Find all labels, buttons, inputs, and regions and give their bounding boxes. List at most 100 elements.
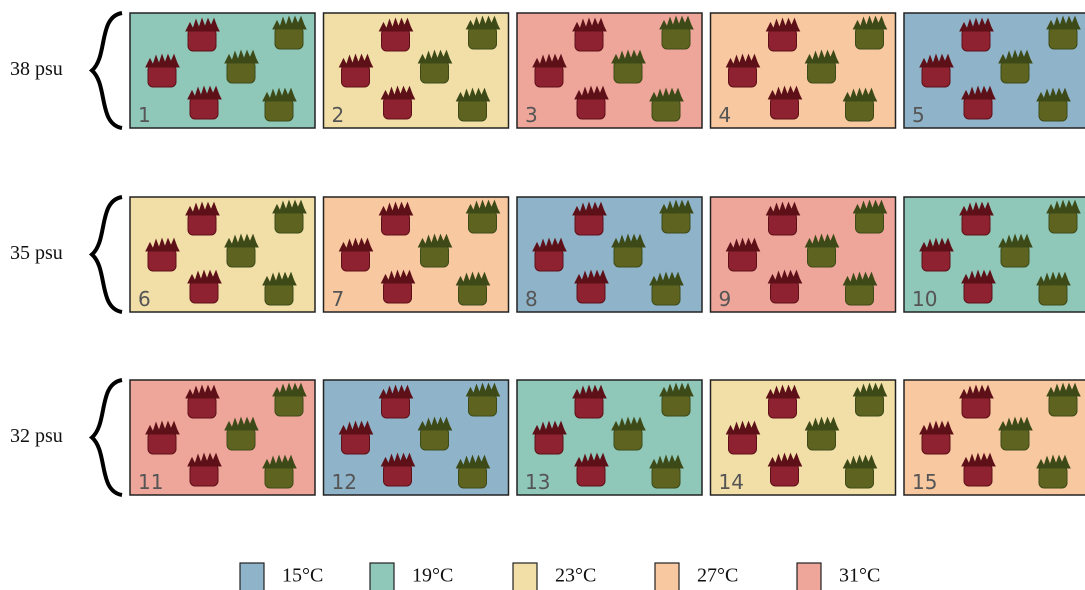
anemone-body bbox=[421, 61, 449, 83]
anemone-body bbox=[856, 27, 884, 49]
anemone-body bbox=[1001, 428, 1029, 450]
anemone-body bbox=[964, 464, 992, 486]
anemone-body bbox=[729, 65, 757, 87]
diagram: 38 psu1234535 psu67891032 psu11121314151… bbox=[0, 0, 1085, 590]
anemone-body bbox=[535, 432, 563, 454]
anemone-body bbox=[190, 97, 218, 119]
anemone-body bbox=[1039, 99, 1067, 121]
tank-number: 7 bbox=[332, 287, 345, 311]
anemone-body bbox=[769, 213, 797, 235]
anemone-body bbox=[1049, 211, 1077, 233]
anemone-body bbox=[1039, 466, 1067, 488]
anemone-body bbox=[459, 99, 487, 121]
anemone-body bbox=[575, 396, 603, 418]
tank-number: 14 bbox=[719, 470, 744, 494]
legend-label: 31°C bbox=[839, 565, 880, 587]
tank-number: 9 bbox=[719, 287, 732, 311]
anemone-body bbox=[729, 432, 757, 454]
anemone-body bbox=[342, 432, 370, 454]
anemone-body bbox=[382, 213, 410, 235]
anemone-body bbox=[469, 211, 497, 233]
anemone-body bbox=[265, 283, 293, 305]
tank-number: 4 bbox=[719, 103, 732, 127]
anemone-body bbox=[384, 464, 412, 486]
tank: 7 bbox=[324, 197, 509, 312]
anemone-body bbox=[469, 27, 497, 49]
anemone-body bbox=[575, 29, 603, 51]
anemone-body bbox=[856, 211, 884, 233]
anemone-body bbox=[846, 283, 874, 305]
anemone-body bbox=[577, 97, 605, 119]
anemone-body bbox=[577, 464, 605, 486]
anemone-body bbox=[469, 394, 497, 416]
legend-swatch bbox=[655, 563, 679, 590]
row-label: 35 psu bbox=[10, 242, 63, 264]
anemone-body bbox=[148, 432, 176, 454]
anemone-body bbox=[342, 249, 370, 271]
tank: 5 bbox=[904, 13, 1085, 128]
anemone-body bbox=[771, 97, 799, 119]
anemone-body bbox=[421, 428, 449, 450]
tank: 4 bbox=[711, 13, 896, 128]
anemone-body bbox=[342, 65, 370, 87]
anemone-body bbox=[1049, 27, 1077, 49]
legend-swatch bbox=[240, 563, 264, 590]
anemone-body bbox=[384, 97, 412, 119]
anemone-body bbox=[856, 394, 884, 416]
tank: 11 bbox=[130, 380, 315, 495]
tank-number: 13 bbox=[525, 470, 550, 494]
brace bbox=[92, 13, 122, 128]
tank: 1 bbox=[130, 13, 315, 128]
anemone-body bbox=[614, 428, 642, 450]
anemone-body bbox=[265, 466, 293, 488]
anemone-body bbox=[227, 428, 255, 450]
anemone-body bbox=[662, 211, 690, 233]
tank: 6 bbox=[130, 197, 315, 312]
legend-label: 23°C bbox=[555, 565, 596, 587]
anemone-body bbox=[962, 29, 990, 51]
anemone-body bbox=[190, 281, 218, 303]
anemone-body bbox=[922, 249, 950, 271]
anemone-body bbox=[1039, 283, 1067, 305]
anemone-body bbox=[846, 99, 874, 121]
row-label: 32 psu bbox=[10, 425, 63, 447]
anemone-body bbox=[962, 396, 990, 418]
anemone-body bbox=[922, 432, 950, 454]
legend-label: 27°C bbox=[697, 565, 738, 587]
anemone-body bbox=[652, 283, 680, 305]
tank: 2 bbox=[324, 13, 509, 128]
anemone-body bbox=[614, 61, 642, 83]
anemone-body bbox=[662, 27, 690, 49]
anemone-body bbox=[1001, 245, 1029, 267]
tank: 8 bbox=[517, 197, 702, 312]
tank: 13 bbox=[517, 380, 702, 495]
anemone-body bbox=[535, 65, 563, 87]
tank: 15 bbox=[904, 380, 1085, 495]
anemone-body bbox=[575, 213, 603, 235]
tank: 10 bbox=[904, 197, 1085, 312]
anemone-body bbox=[808, 428, 836, 450]
anemone-body bbox=[771, 281, 799, 303]
anemone-body bbox=[577, 281, 605, 303]
tank: 9 bbox=[711, 197, 896, 312]
legend-swatch bbox=[370, 563, 394, 590]
anemone-body bbox=[421, 245, 449, 267]
brace bbox=[92, 380, 122, 495]
anemone-body bbox=[808, 245, 836, 267]
anemone-body bbox=[652, 466, 680, 488]
anemone-body bbox=[652, 99, 680, 121]
legend-label: 15°C bbox=[282, 565, 323, 587]
anemone-body bbox=[808, 61, 836, 83]
anemone-body bbox=[962, 213, 990, 235]
anemone-body bbox=[459, 283, 487, 305]
anemone-body bbox=[275, 27, 303, 49]
anemone-body bbox=[771, 464, 799, 486]
anemone-body bbox=[148, 249, 176, 271]
anemone-body bbox=[846, 466, 874, 488]
anemone-body bbox=[227, 61, 255, 83]
anemone-body bbox=[148, 65, 176, 87]
tank-number: 3 bbox=[525, 103, 538, 127]
anemone-body bbox=[382, 396, 410, 418]
brace bbox=[92, 197, 122, 312]
row-label: 38 psu bbox=[10, 58, 63, 80]
